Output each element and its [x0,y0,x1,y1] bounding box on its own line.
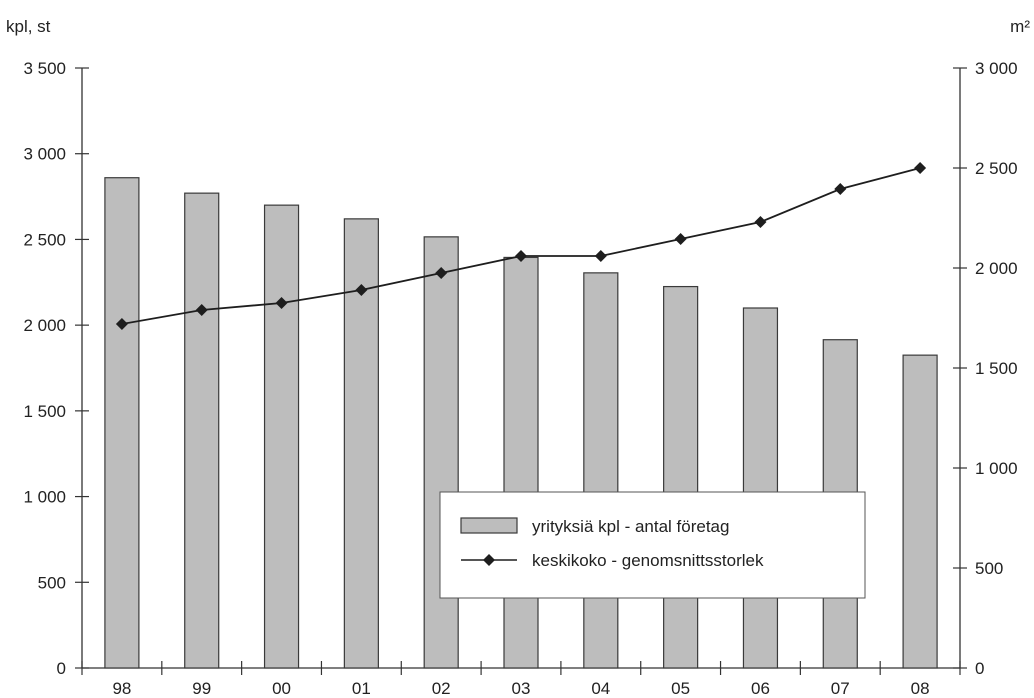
x-axis-tick-label: 99 [192,679,211,698]
right-axis-unit-label: m² [1010,17,1030,36]
line-point-marker [914,162,927,174]
line-series [115,162,927,330]
right-axis-tick-label: 2 000 [975,259,1018,278]
left-axis-unit-label: kpl, st [6,17,51,36]
legend: yrityksiä kpl - antal företag keskikoko … [439,491,866,599]
right-axis-tick-label: 2 500 [975,159,1018,178]
left-axis-tick-label: 2 000 [23,316,66,335]
x-axis-tick-label: 08 [911,679,930,698]
x-axis-tick-label: 04 [591,679,610,698]
bar [104,177,140,669]
left-axis-tick-label: 1 000 [23,488,66,507]
bar [742,307,779,669]
bar [423,236,459,669]
line-point-marker [515,250,527,262]
line-point-marker [834,183,847,195]
x-axis-tick-label: 06 [751,679,770,698]
line-point-marker [195,304,208,316]
legend-bar-label: yrityksiä kpl - antal företag [532,517,729,536]
x-axis-tick-label: 02 [432,679,451,698]
right-axis-tick-label: 1 500 [975,359,1018,378]
bar-series [104,177,938,669]
line-point-marker [115,318,128,330]
bar [263,204,300,669]
left-axis-tick-label: 0 [57,659,66,678]
x-axis-tick-label: 07 [831,679,850,698]
right-axis-tick-label: 3 000 [975,59,1018,78]
bar [583,272,619,669]
x-axis-tick-label: 05 [671,679,690,698]
x-axis-tick-label: 03 [512,679,531,698]
x-axis-tick-label: 01 [352,679,371,698]
legend-box [439,491,866,599]
legend-bar-swatch [460,517,518,534]
bar [663,285,699,669]
line-point-marker [275,297,288,309]
legend-line-label: keskikoko - genomsnittsstorlek [532,551,764,570]
left-axis-tick-label: 1 500 [23,402,66,421]
right-axis-tick-label: 0 [975,659,984,678]
line-point-marker [594,250,607,262]
left-axis-tick-label: 2 500 [23,230,66,249]
left-axis-tick-label: 500 [38,573,66,592]
right-axis-tick-label: 1 000 [975,459,1018,478]
line-point-marker [754,216,767,228]
legend-line-marker [483,554,495,566]
line-point-marker [674,233,687,245]
left-axis-tick-label: 3 000 [23,145,66,164]
x-axis-tick-label: 98 [112,679,131,698]
line-point-marker [355,284,368,296]
right-axis-tick-label: 500 [975,559,1003,578]
x-axis-tick-label: 00 [272,679,291,698]
bar [184,192,220,669]
bar [902,354,938,669]
line-point-marker [435,267,448,279]
bar [503,256,539,669]
left-axis-tick-label: 3 500 [23,59,66,78]
